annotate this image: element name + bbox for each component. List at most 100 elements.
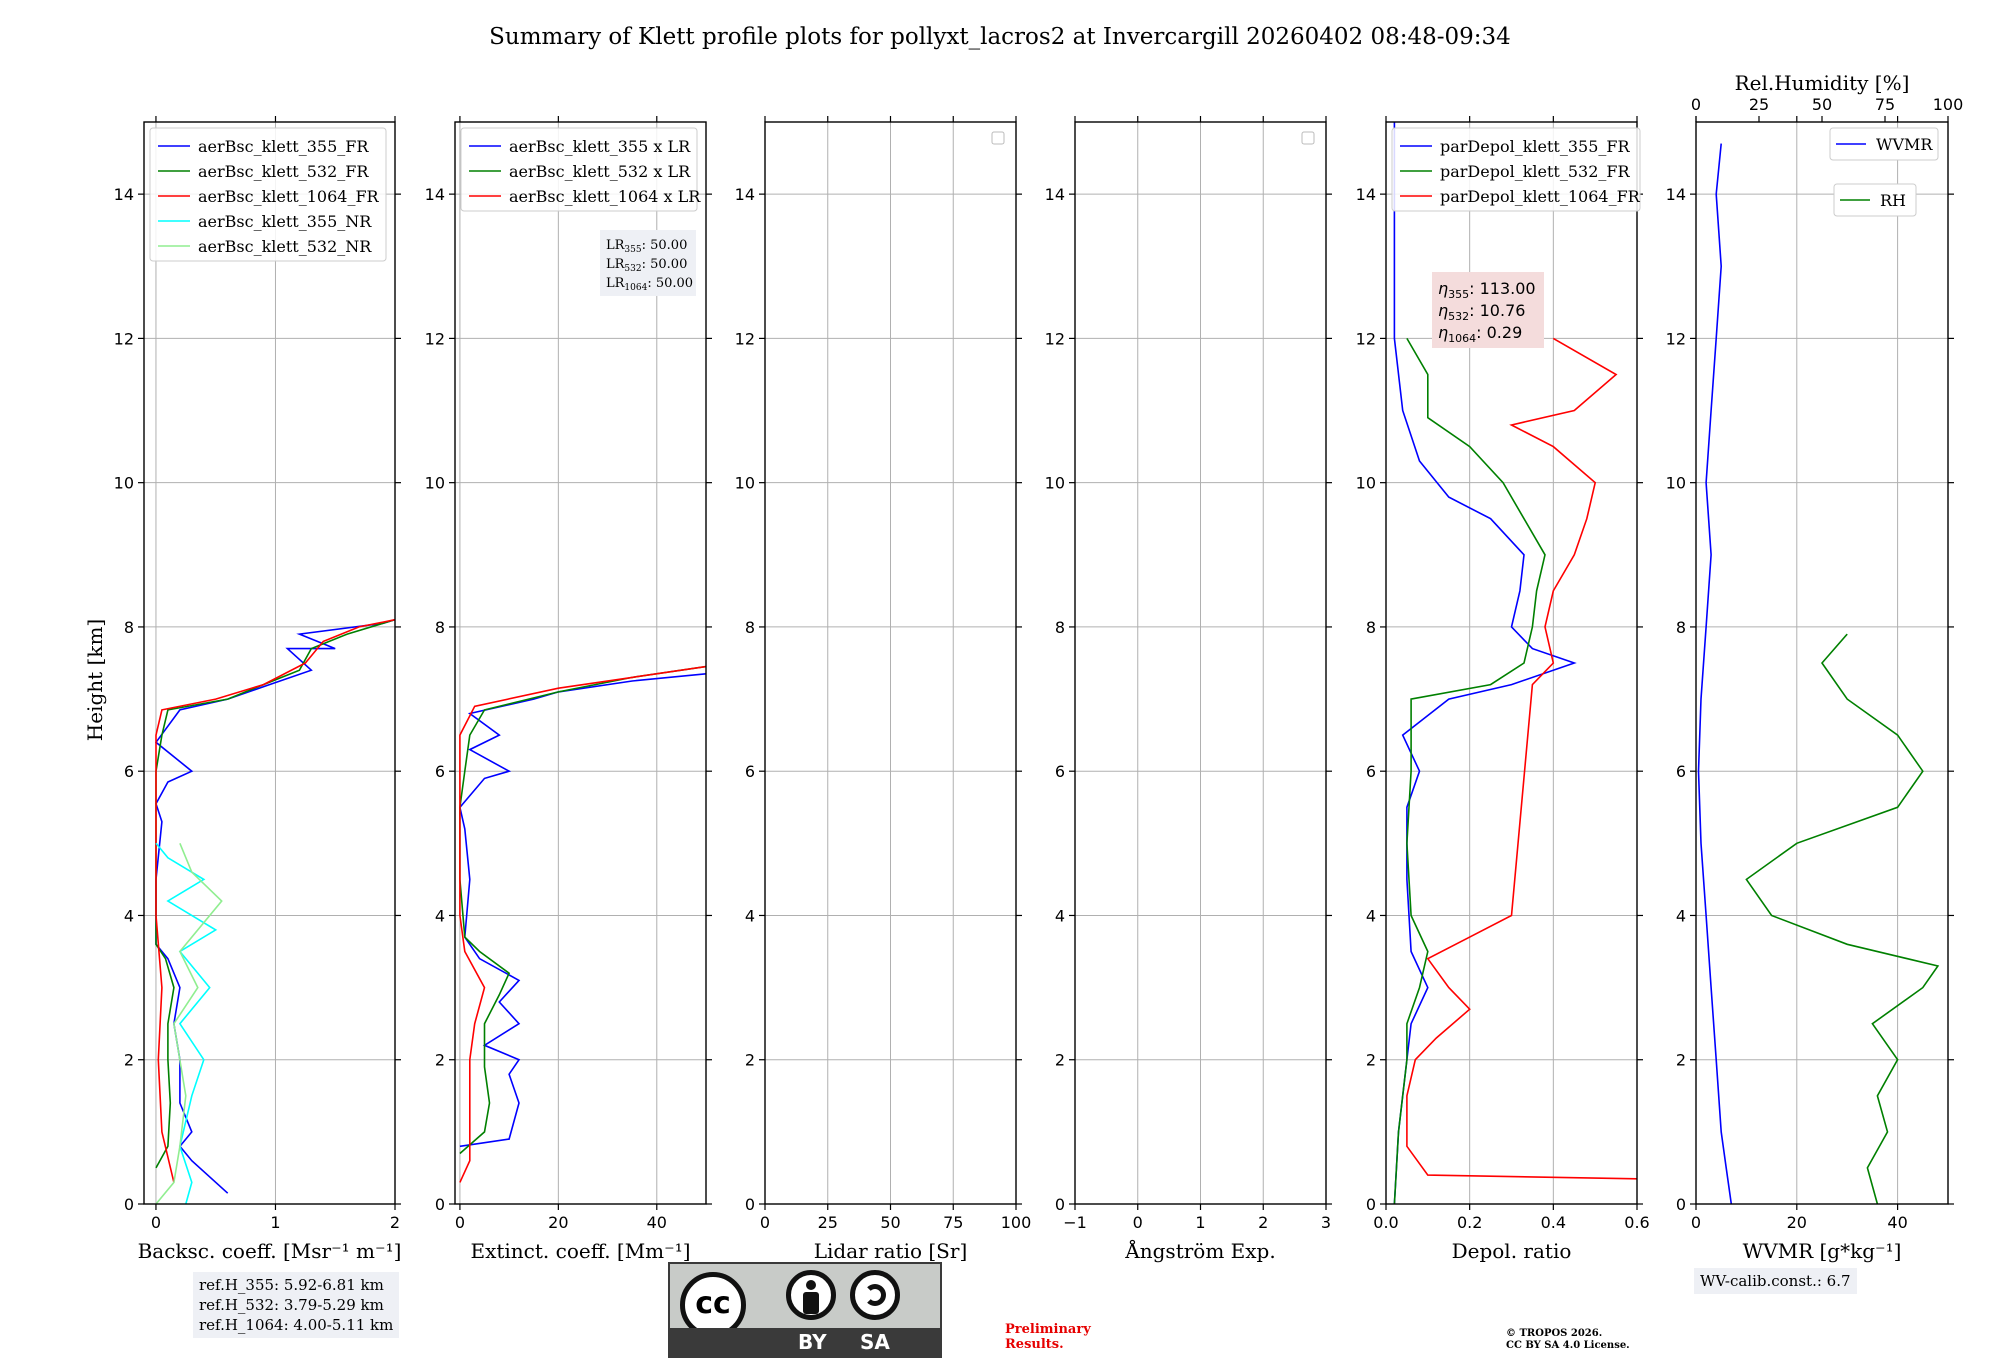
- y-tick-label: 8: [1366, 618, 1376, 637]
- x-tick-label: 0.6: [1624, 1213, 1649, 1232]
- x-axis-label: Depol. ratio: [1452, 1239, 1572, 1263]
- y-tick-label: 6: [1366, 762, 1376, 781]
- y-tick-label: 12: [1356, 329, 1376, 348]
- y-tick-label: 0: [124, 1195, 134, 1214]
- y-tick-label: 8: [1676, 618, 1686, 637]
- legend-wvmr: WVMR: [1829, 127, 1939, 161]
- y-tick-label: 10: [425, 474, 445, 493]
- y-tick-label: 4: [1055, 906, 1065, 925]
- y-tick-label: 14: [735, 185, 755, 204]
- y-tick-label: 12: [735, 329, 755, 348]
- lr-value-1064: LR1064: 50.00: [606, 276, 693, 293]
- y-tick-label: 2: [435, 1051, 445, 1070]
- lidar-ratio-box: LR355: 50.00 LR532: 50.00 LR1064: 50.00: [600, 230, 696, 296]
- legend-label: aerBsc_klett_1064 x LR: [509, 187, 701, 206]
- axes-frame: [1385, 121, 1638, 1205]
- lr-value-532: LR532: 50.00: [606, 257, 687, 274]
- x-axis-label: Lidar ratio [Sr]: [814, 1239, 968, 1263]
- x-tick-label: 3: [1321, 1213, 1331, 1232]
- y-tick-label: 2: [745, 1051, 755, 1070]
- figure-title: Summary of Klett profile plots for polly…: [489, 24, 1511, 50]
- x-tick-label: 0.0: [1373, 1213, 1398, 1232]
- y-tick-label: 10: [1356, 474, 1376, 493]
- empty-legend: [991, 131, 1005, 145]
- series-line-parDepol_klett_355_FR: [1393, 122, 1577, 1204]
- y-tick-label: 2: [1055, 1051, 1065, 1070]
- ref-height-355: ref.H_355: 5.92-6.81 km: [199, 1276, 384, 1294]
- legend-label: aerBsc_klett_1064_FR: [198, 187, 380, 206]
- y-tick-label: 4: [1676, 906, 1686, 925]
- y-tick-label: 10: [114, 474, 134, 493]
- y-tick-label: 0: [1366, 1195, 1376, 1214]
- ref-height-1064: ref.H_1064: 4.00-5.11 km: [199, 1316, 394, 1334]
- y-tick-label: 14: [425, 185, 445, 204]
- x-tick-label: 100: [1001, 1213, 1032, 1232]
- series-line-parDepol_klett_1064_FR: [1406, 337, 1637, 1180]
- series-line-aerBsc_klett_1064_FR: [155, 618, 395, 1183]
- copyright-line-2: CC BY SA 4.0 License.: [1506, 1340, 1630, 1351]
- x-tick-label: 40: [1887, 1213, 1907, 1232]
- series-line-WVMR: [1697, 143, 1733, 1204]
- y-tick-label: 12: [425, 329, 445, 348]
- y-tick-label: 8: [435, 618, 445, 637]
- top-axis-label: Rel.Humidity [%]: [1735, 71, 1910, 95]
- series-line-RH: [1745, 633, 1940, 1204]
- panel-depol: 0.0 0.2 0.4 0.6 0 2 4 6 8 10 12 14 Depol. ratio parDe…: [1356, 116, 1650, 1263]
- y-tick-label: 0: [1676, 1195, 1686, 1214]
- y-tick-label: 14: [114, 185, 134, 204]
- legend-rh: RH: [1833, 183, 1917, 217]
- top-tick-label: 50: [1812, 95, 1832, 114]
- axes-frame: [454, 121, 707, 1205]
- empty-legend: [1301, 131, 1315, 145]
- y-tick-label: 14: [1045, 185, 1065, 204]
- y-tick-label: 8: [745, 618, 755, 637]
- legend: parDepol_klett_355_FR parDepol_klett_532_…: [1391, 127, 1641, 212]
- x-tick-label: 25: [818, 1213, 838, 1232]
- preliminary-line-1: Preliminary: [1005, 1322, 1091, 1337]
- legend-label: aerBsc_klett_355 x LR: [509, 137, 691, 156]
- legend-label: aerBsc_klett_532 x LR: [509, 162, 691, 181]
- top-tick-label: 100: [1933, 95, 1964, 114]
- y-tick-label: 8: [124, 618, 134, 637]
- y-tick-label: 14: [1356, 185, 1376, 204]
- x-tick-label: 0: [151, 1213, 161, 1232]
- x-tick-label: 0.2: [1457, 1213, 1482, 1232]
- series-line-aerBsc_klett_1064 x LR: [459, 665, 706, 1183]
- x-tick-label: 40: [647, 1213, 667, 1232]
- y-tick-label: 0: [435, 1195, 445, 1214]
- x-axis-label: Backsc. coeff. [Msr⁻¹ m⁻¹]: [138, 1239, 402, 1263]
- legend-label: parDepol_klett_355_FR: [1440, 137, 1631, 156]
- by-label: BY: [798, 1330, 827, 1354]
- ref-height-532: ref.H_532: 3.79-5.29 km: [199, 1296, 384, 1314]
- y-tick-label: 6: [745, 762, 755, 781]
- top-tick-label: 25: [1749, 95, 1769, 114]
- y-tick-label: 14: [1666, 185, 1686, 204]
- top-tick-label: 75: [1875, 95, 1895, 114]
- legend-label: parDepol_klett_532_FR: [1440, 162, 1631, 181]
- x-axis-label: Ångström Exp.: [1124, 1238, 1275, 1263]
- legend: aerBsc_klett_355_FR aerBsc_klett_532_FRae…: [149, 127, 387, 262]
- y-axis-label: Height [km]: [83, 619, 107, 741]
- x-tick-label: 20: [548, 1213, 568, 1232]
- y-tick-label: 2: [1366, 1051, 1376, 1070]
- x-tick-label: 0: [455, 1213, 465, 1232]
- y-tick-label: 12: [1045, 329, 1065, 348]
- x-tick-label: 0.4: [1541, 1213, 1566, 1232]
- x-tick-label: −1: [1063, 1213, 1087, 1232]
- panel-wvmr: 0 20 40 0 2 4 6 8 10 12 14 WVMR [g*kg⁻¹] WVMR RH 0 25 50…: [1666, 71, 1964, 1263]
- y-tick-label: 0: [1055, 1195, 1065, 1214]
- y-tick-label: 10: [735, 474, 755, 493]
- legend-label: aerBsc_klett_355_FR: [198, 137, 369, 156]
- wv-calib-box: WV-calib.const.: 6.7: [1694, 1268, 1857, 1294]
- cc-license-badge[interactable]: cc BY SA: [668, 1262, 942, 1358]
- copyright-note: © TROPOS 2026. CC BY SA 4.0 License.: [1506, 1328, 1630, 1352]
- x-axis-label: Extinct. coeff. [Mm⁻¹]: [470, 1239, 690, 1263]
- legend-label: aerBsc_klett_532_NR: [198, 237, 372, 256]
- x-tick-label: 2: [390, 1213, 400, 1232]
- series-line-aerBsc_klett_532 x LR: [459, 665, 706, 1155]
- lr-value-355: LR355: 50.00: [606, 238, 687, 255]
- x-tick-label: 1: [270, 1213, 280, 1232]
- y-tick-label: 6: [1055, 762, 1065, 781]
